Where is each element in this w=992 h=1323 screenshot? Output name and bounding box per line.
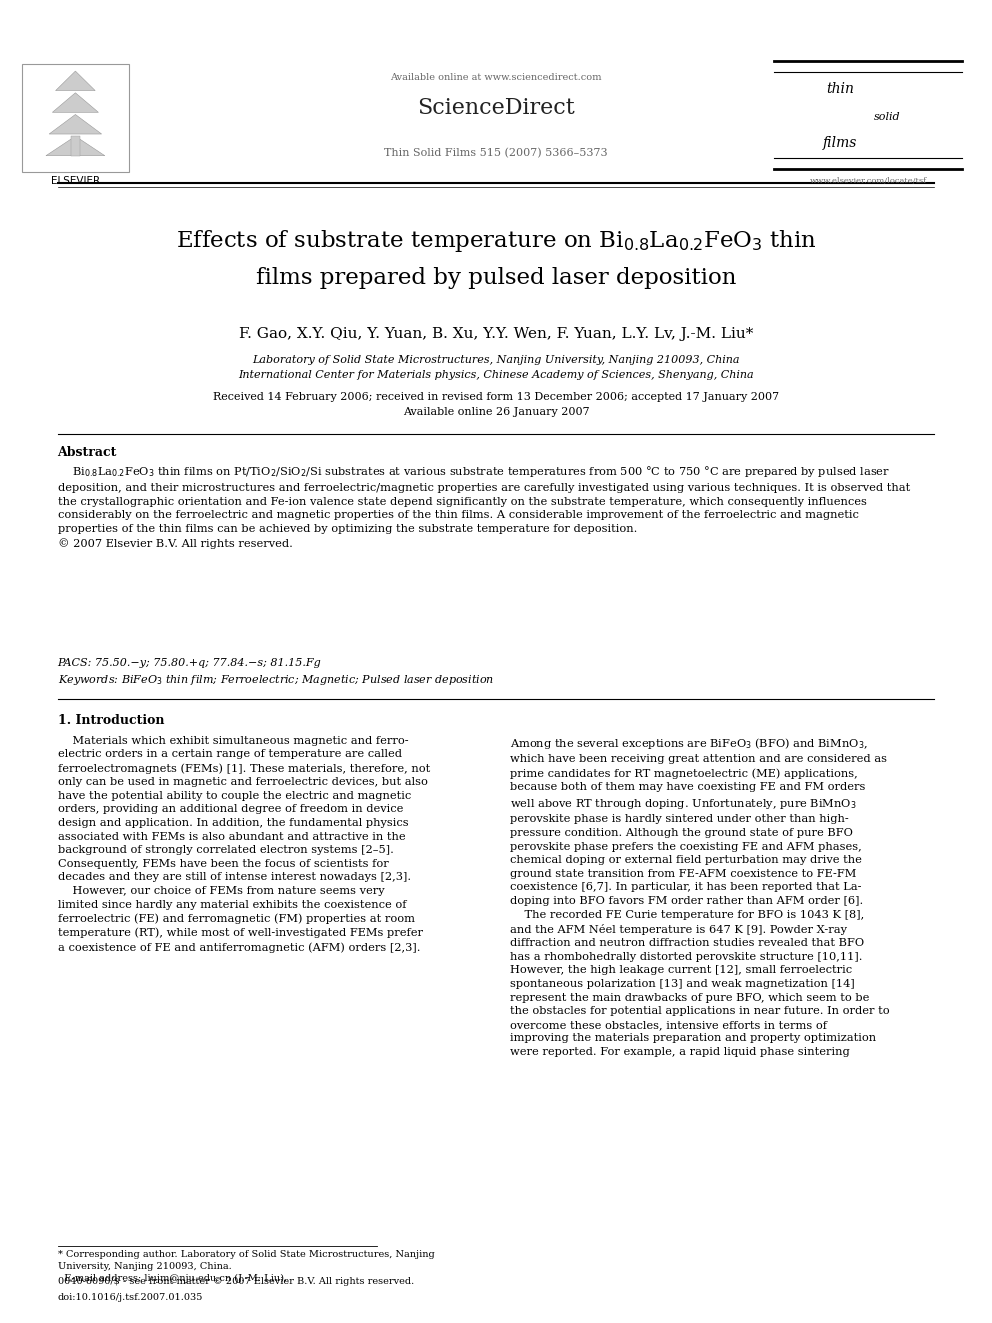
Text: Received 14 February 2006; received in revised form 13 December 2006; accepted 1: Received 14 February 2006; received in r… xyxy=(213,392,779,402)
Text: Laboratory of Solid State Microstructures, Nanjing University, Nanjing 210093, C: Laboratory of Solid State Microstructure… xyxy=(252,355,740,365)
Text: www.elsevier.com/locate/tsf: www.elsevier.com/locate/tsf xyxy=(809,177,927,185)
Text: F. Gao, X.Y. Qiu, Y. Yuan, B. Xu, Y.Y. Wen, F. Yuan, L.Y. Lv, J.-M. Liu*: F. Gao, X.Y. Qiu, Y. Yuan, B. Xu, Y.Y. W… xyxy=(239,327,753,341)
Bar xyxy=(71,136,79,156)
Text: doi:10.1016/j.tsf.2007.01.035: doi:10.1016/j.tsf.2007.01.035 xyxy=(58,1293,203,1302)
Text: 0040-6090/$ - see front matter © 2007 Elsevier B.V. All rights reserved.: 0040-6090/$ - see front matter © 2007 El… xyxy=(58,1277,414,1286)
Text: Keywords: BiFeO$_3$ thin film; Ferroelectric; Magnetic; Pulsed laser deposition: Keywords: BiFeO$_3$ thin film; Ferroelec… xyxy=(58,673,494,688)
Text: films: films xyxy=(822,136,857,151)
Bar xyxy=(22,64,129,172)
Polygon shape xyxy=(56,71,95,90)
Text: Thin Solid Films 515 (2007) 5366–5373: Thin Solid Films 515 (2007) 5366–5373 xyxy=(384,148,608,159)
Text: Among the several exceptions are BiFeO$_3$ (BFO) and BiMnO$_3$,
which have been : Among the several exceptions are BiFeO$_… xyxy=(510,736,890,1057)
Text: Materials which exhibit simultaneous magnetic and ferro-
electric orders in a ce: Materials which exhibit simultaneous mag… xyxy=(58,736,430,953)
Polygon shape xyxy=(46,136,105,156)
Text: solid: solid xyxy=(874,112,900,122)
Text: Available online 26 January 2007: Available online 26 January 2007 xyxy=(403,407,589,418)
Text: Abstract: Abstract xyxy=(58,446,117,459)
Text: Effects of substrate temperature on Bi$_{0.8}$La$_{0.2}$FeO$_3$ thin: Effects of substrate temperature on Bi$_… xyxy=(176,228,816,254)
Text: ScienceDirect: ScienceDirect xyxy=(417,97,575,119)
Text: International Center for Materials physics, Chinese Academy of Sciences, Shenyan: International Center for Materials physi… xyxy=(238,370,754,381)
Text: 1. Introduction: 1. Introduction xyxy=(58,714,164,728)
Polygon shape xyxy=(50,115,101,134)
Text: films prepared by pulsed laser deposition: films prepared by pulsed laser depositio… xyxy=(256,267,736,290)
Text: Available online at www.sciencedirect.com: Available online at www.sciencedirect.co… xyxy=(390,73,602,82)
Text: ELSEVIER: ELSEVIER xyxy=(51,176,100,187)
Text: * Corresponding author. Laboratory of Solid State Microstructures, Nanjing
Unive: * Corresponding author. Laboratory of So… xyxy=(58,1250,434,1283)
Text: PACS: 75.50.−y; 75.80.+q; 77.84.−s; 81.15.Fg: PACS: 75.50.−y; 75.80.+q; 77.84.−s; 81.1… xyxy=(58,658,321,668)
Text: Bi$_{0.8}$La$_{0.2}$FeO$_3$ thin films on Pt/TiO$_2$/SiO$_2$/Si substrates at va: Bi$_{0.8}$La$_{0.2}$FeO$_3$ thin films o… xyxy=(58,464,910,549)
Text: thin: thin xyxy=(825,82,854,97)
Polygon shape xyxy=(53,93,98,112)
